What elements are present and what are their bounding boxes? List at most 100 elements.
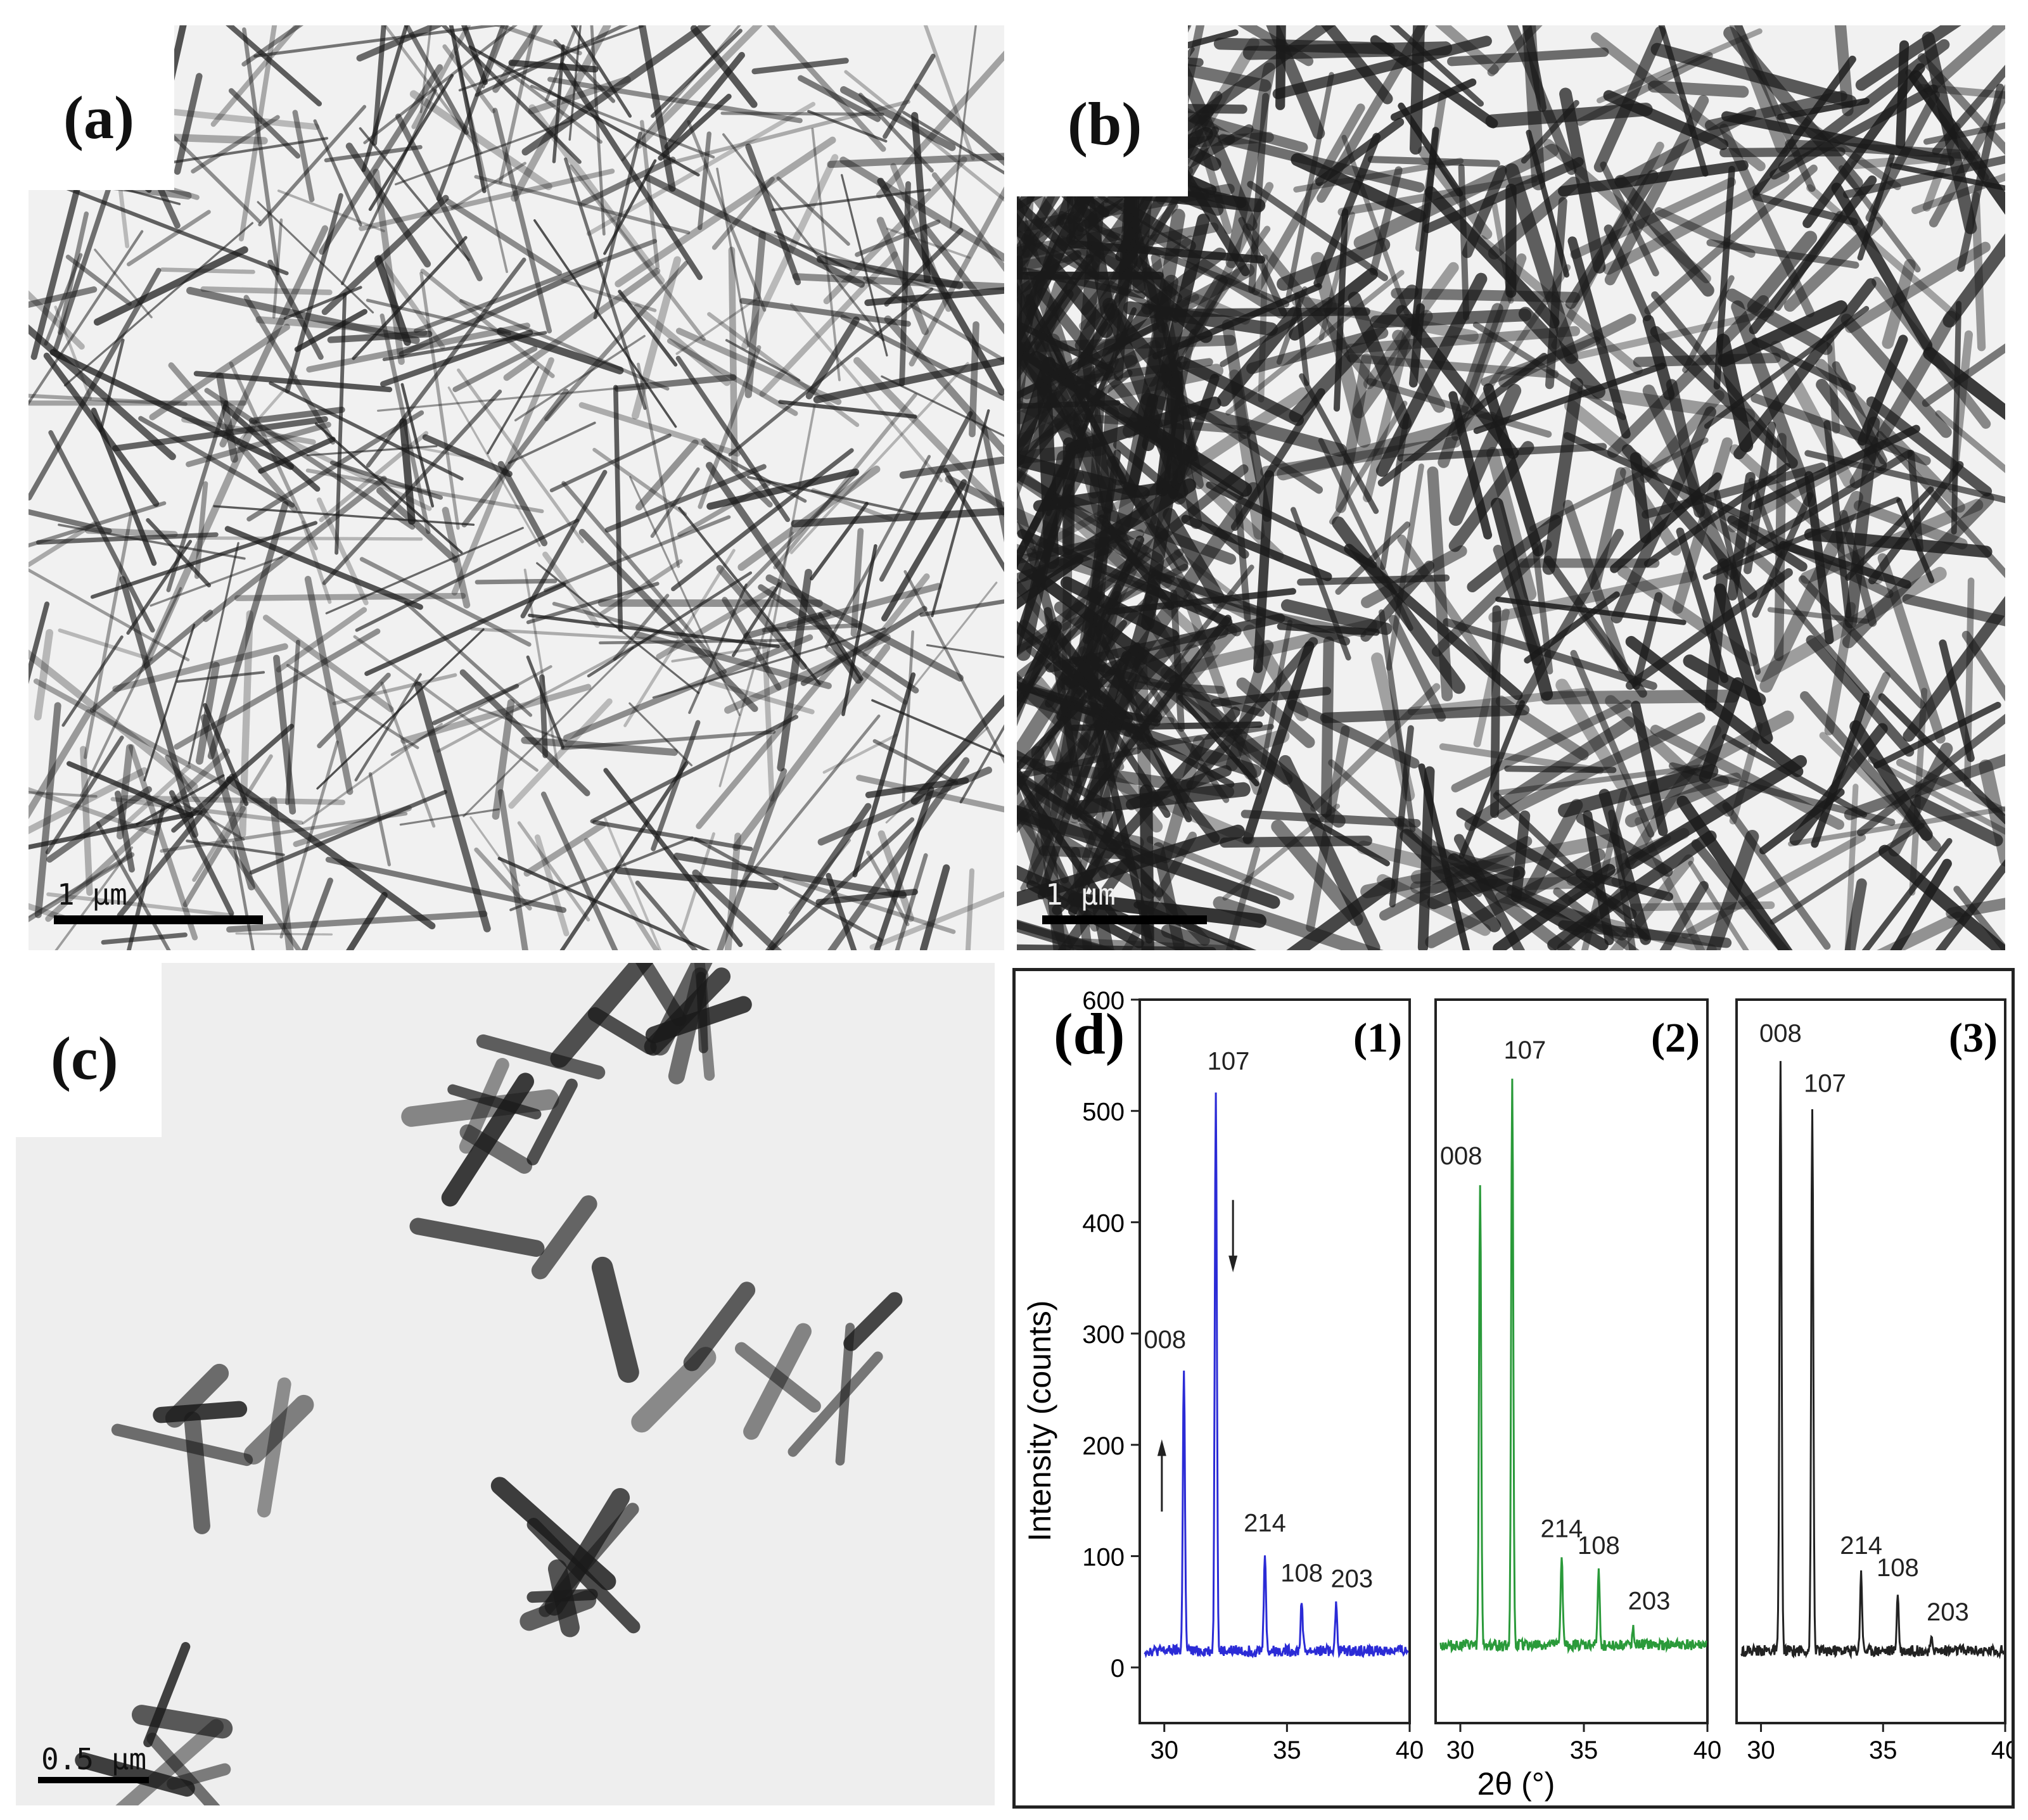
nanorod	[49, 349, 294, 470]
nanorod	[1866, 396, 1993, 497]
nanorod	[353, 635, 539, 772]
nanorod	[807, 110, 888, 143]
nanorod	[1353, 143, 1559, 250]
nanorod	[414, 681, 491, 932]
nanorod	[1788, 806, 2005, 847]
nanorod	[379, 313, 431, 534]
nanorod	[1603, 90, 1728, 150]
nanorod	[112, 416, 328, 452]
nanorod	[184, 1411, 210, 1534]
nanorod	[492, 108, 552, 334]
nanorod	[204, 388, 416, 530]
nanorod	[1654, 207, 1756, 258]
nanorod	[1558, 764, 1719, 818]
nanorod	[549, 433, 672, 493]
nanorod	[380, 329, 533, 387]
nanorod	[1313, 132, 1381, 288]
nanorod	[1017, 554, 1084, 610]
nanorod	[1380, 413, 1410, 570]
nanorod	[226, 910, 488, 933]
nanorod	[1495, 764, 1704, 796]
nanorod	[1448, 441, 1534, 552]
x-tick-label: 35	[1570, 1736, 1598, 1764]
nanorod	[631, 1347, 717, 1433]
nanorod	[1439, 743, 1604, 774]
nanorod	[1467, 514, 1562, 593]
nanorod	[550, 963, 653, 1068]
nanorod	[789, 303, 943, 483]
nanorod	[877, 830, 914, 922]
nanorod	[1318, 438, 1413, 632]
nanorod	[1640, 390, 1725, 483]
nanorod	[399, 418, 416, 525]
nanorod	[29, 787, 158, 836]
nanorod	[376, 487, 458, 563]
nanorod	[170, 134, 262, 224]
y-tick-label: 600	[1082, 987, 1125, 1015]
nanorod	[80, 746, 93, 896]
nanorod	[58, 628, 153, 661]
nanorod	[592, 820, 753, 851]
nanorod	[1280, 599, 1393, 635]
label-background	[16, 963, 162, 1137]
nanorod	[1073, 782, 1251, 815]
nanorod	[45, 748, 231, 922]
nanorod	[751, 227, 952, 296]
xrd-chart-panel: (d) Intensity (counts) 2θ (°) 0 100 200 300…	[1012, 968, 2015, 1809]
x-axis-label: 2θ (°)	[1477, 1766, 1555, 1802]
nanorod	[143, 623, 196, 782]
nanorod	[376, 254, 445, 350]
nanorod	[629, 476, 741, 716]
nanorod	[852, 672, 916, 877]
nanorod	[1951, 300, 1962, 535]
nanorod	[111, 1423, 253, 1467]
nanorod	[1840, 314, 1952, 438]
nanorod	[383, 25, 483, 155]
nanorod	[143, 1642, 191, 1748]
nanorod	[1242, 641, 1315, 844]
nanorod	[1804, 528, 1993, 558]
nanorod	[136, 774, 225, 826]
nanorod	[739, 298, 911, 327]
nanorod	[798, 75, 881, 122]
peak-label: 107	[1504, 1036, 1547, 1064]
nanorod	[191, 115, 280, 174]
scale-bar-label-b: 1 μm	[1045, 877, 1116, 912]
nanorod	[1923, 25, 2005, 95]
nanorod	[188, 542, 239, 765]
nanorod	[390, 665, 552, 756]
nanorod	[539, 674, 548, 758]
nanorod	[1348, 291, 1412, 430]
nanorod	[1271, 819, 1363, 926]
x-tick-label: 30	[1446, 1736, 1475, 1764]
panel-label-a: (a)	[63, 84, 134, 151]
nanorod	[1063, 176, 1287, 319]
nanorod	[1710, 449, 1913, 575]
nanorod	[1543, 139, 1711, 284]
nanorod	[1755, 566, 1947, 682]
nanorod	[1285, 72, 1334, 299]
nanorod	[586, 101, 816, 236]
nanorod	[1225, 270, 1405, 416]
nanorod	[1728, 449, 1871, 533]
nanorod	[533, 219, 677, 428]
nanorod	[881, 479, 967, 621]
xrd-subplot-1: 30 35 40 008 107 214 108 203 (1)	[1138, 998, 1424, 1764]
nanorod	[1857, 153, 1895, 261]
nanorod	[822, 734, 898, 774]
nanorod	[633, 303, 731, 386]
nanorod	[441, 1072, 534, 1207]
x-tick-label: 35	[1273, 1736, 1301, 1764]
nanorod	[864, 287, 1004, 307]
nanorod	[372, 25, 386, 146]
nanorod	[1917, 53, 2005, 155]
nanorod	[1604, 224, 1652, 322]
nanorod	[1505, 163, 1579, 364]
nanorod	[1423, 156, 1584, 234]
nanorod	[698, 345, 762, 509]
nanorod	[1672, 437, 1733, 614]
nanorod	[1617, 565, 1758, 666]
nanorod	[1624, 755, 1808, 870]
nanorod	[1211, 687, 1332, 708]
nanorod	[319, 64, 443, 255]
